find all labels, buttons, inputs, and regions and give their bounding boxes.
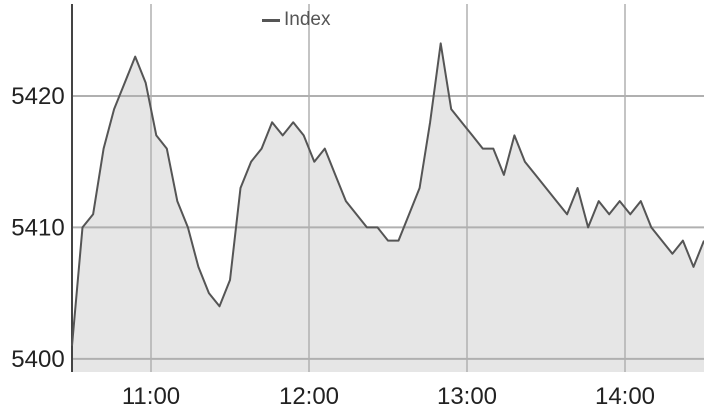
legend: Index bbox=[262, 9, 330, 31]
x-tick-label-1100: 11:00 bbox=[122, 383, 180, 410]
legend-label-index: Index bbox=[284, 9, 331, 30]
legend-line-swatch bbox=[262, 18, 280, 22]
x-tick-label-1200: 12:00 bbox=[279, 383, 339, 410]
y-tick-label-5410: 5410 bbox=[11, 214, 64, 241]
y-tick-label-5420: 5420 bbox=[11, 83, 64, 110]
series-line-index bbox=[71, 42, 704, 346]
x-tick-label-1400: 14:00 bbox=[595, 383, 655, 410]
x-tick-label-1300: 13:00 bbox=[437, 383, 497, 410]
series-area-index bbox=[72, 43, 704, 373]
y-tick-label-5400: 5400 bbox=[11, 346, 64, 373]
